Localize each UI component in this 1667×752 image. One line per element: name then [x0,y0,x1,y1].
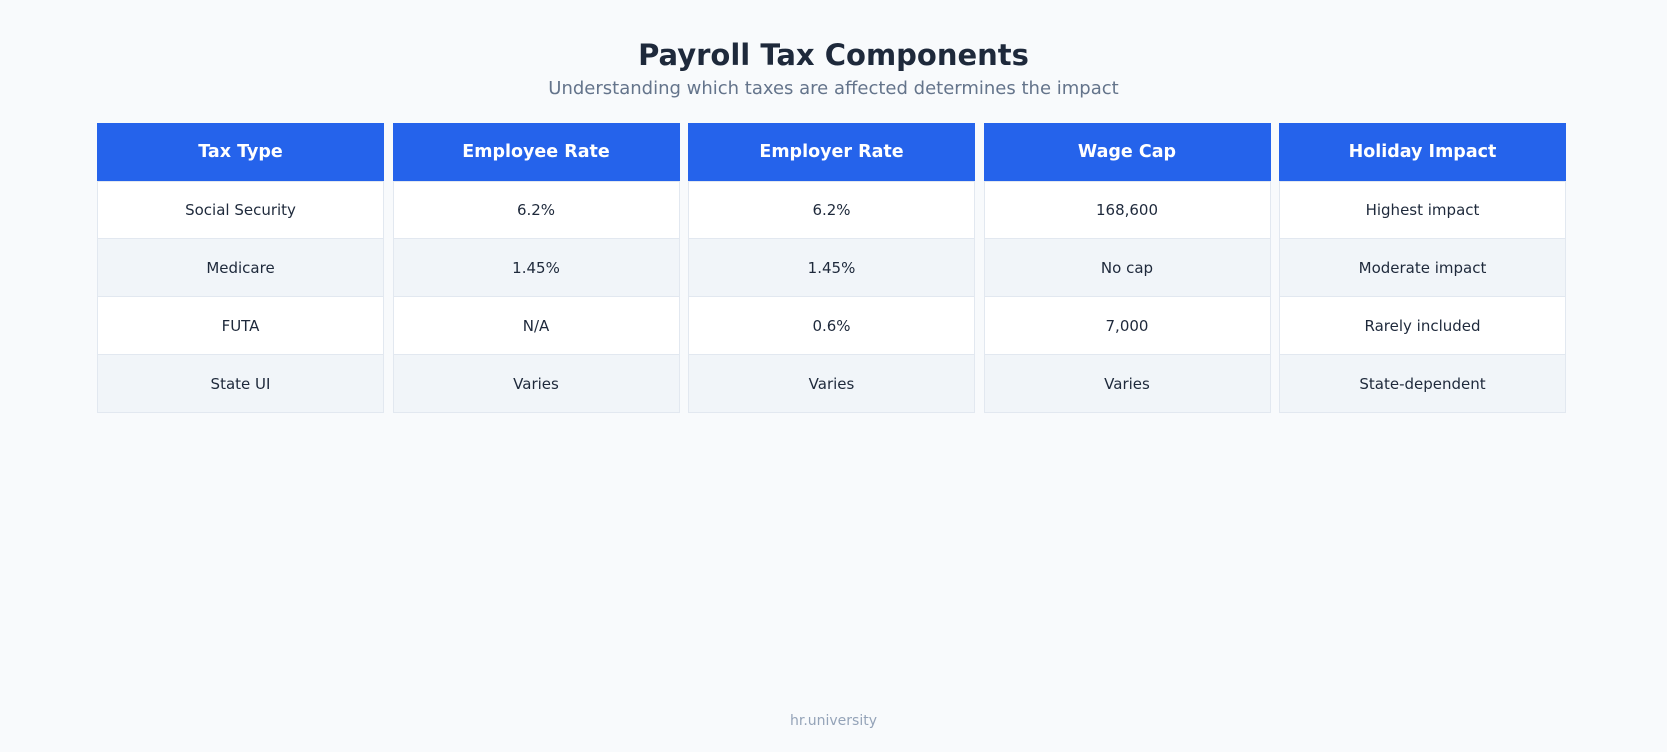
table-cell-tax-type: Medicare [97,238,384,297]
table-cell-holiday-impact: Rarely included [1279,296,1566,355]
table-cell-employee-rate: Varies [392,354,680,413]
table-cell-tax-type: FUTA [97,296,384,355]
table-cell-holiday-impact: State-dependent [1279,354,1566,413]
page-title: Payroll Tax Components [638,38,1029,72]
page-subtitle: Understanding which taxes are affected d… [548,78,1119,99]
table-cell-employer-rate: 1.45% [688,238,975,297]
table-cell-wage-cap: 7,000 [983,296,1271,355]
table-cell-employer-rate: Varies [688,354,975,413]
table-cell-employer-rate: 0.6% [688,296,975,355]
header-employer-rate: Employer Rate [688,123,975,181]
table-cell-employee-rate: N/A [392,296,680,355]
tax-table: Tax Type Employee Rate Employer Rate Wag… [97,123,1566,413]
table-cell-employee-rate: 1.45% [392,238,680,297]
footer-source: hr.university [789,713,878,729]
header-wage-cap: Wage Cap [983,123,1271,181]
table-cell-holiday-impact: Highest impact [1279,181,1566,239]
header-holiday-impact: Holiday Impact [1279,123,1566,181]
table-cell-wage-cap: No cap [983,238,1271,297]
table-cell-tax-type: Social Security [97,181,384,239]
table-cell-wage-cap: 168,600 [983,181,1271,239]
table-cell-employer-rate: 6.2% [688,181,975,239]
table-cell-employee-rate: 6.2% [392,181,680,239]
table-cell-wage-cap: Varies [983,354,1271,413]
table-cell-tax-type: State UI [97,354,384,413]
table-cell-holiday-impact: Moderate impact [1279,238,1566,297]
header-employee-rate: Employee Rate [392,123,680,181]
header-tax-type: Tax Type [97,123,384,181]
